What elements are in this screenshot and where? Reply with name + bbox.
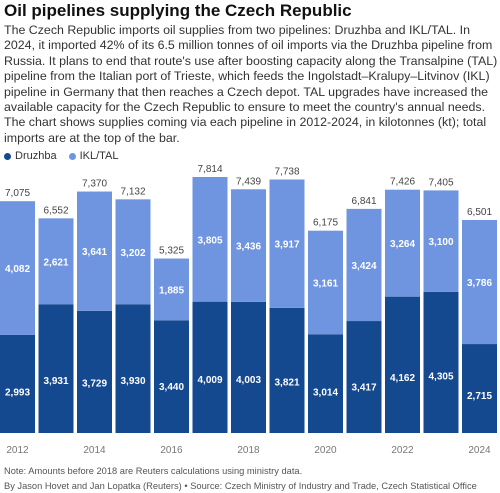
value-label-ikl-tal-2012: 4,082 bbox=[5, 264, 30, 275]
legend-item-druzhba: Druzhba bbox=[4, 150, 57, 162]
legend-label-druzhba: Druzhba bbox=[15, 150, 57, 162]
value-label-ikl-tal-2024: 3,786 bbox=[467, 278, 492, 289]
value-label-ikl-tal-2022: 3,264 bbox=[390, 239, 415, 250]
x-tick-label-2014: 2014 bbox=[83, 445, 106, 456]
value-label-ikl-tal-2023: 3,100 bbox=[428, 237, 453, 248]
bar-druzhba-2015 bbox=[115, 304, 151, 433]
value-label-ikl-tal-2020: 3,161 bbox=[313, 278, 338, 289]
stacked-bar-chart: 2,993 4,082 7,075 3,931 2,621 6,552 3,729 3,641… bbox=[0, 165, 497, 456]
bar-ikl-tal-2023 bbox=[423, 190, 459, 292]
total-label-2019: 7,738 bbox=[274, 166, 299, 177]
bar-druzhba-2022 bbox=[385, 296, 420, 433]
value-label-ikl-tal-2019: 3,917 bbox=[274, 240, 299, 251]
bar-druzhba-2013 bbox=[38, 304, 74, 433]
value-label-ikl-tal-2021: 3,424 bbox=[351, 261, 376, 272]
value-label-druzhba-2022: 4,162 bbox=[390, 373, 415, 384]
bar-druzhba-2019 bbox=[269, 307, 305, 433]
bar-ikl-tal-2017 bbox=[192, 177, 228, 302]
bar-druzhba-2018 bbox=[231, 301, 266, 433]
total-label-2012: 7,075 bbox=[5, 188, 30, 199]
chart-note: Note: Amounts before 2018 are Reuters ca… bbox=[4, 466, 303, 476]
value-label-druzhba-2021: 3,417 bbox=[351, 382, 376, 393]
chart-title: Oil pipelines supplying the Czech Republ… bbox=[4, 1, 352, 20]
value-label-druzhba-2017: 4,009 bbox=[197, 375, 222, 386]
legend-label-ikl-tal: IKL/TAL bbox=[79, 150, 119, 162]
bar-druzhba-2014 bbox=[77, 310, 112, 433]
value-label-ikl-tal-2013: 2,621 bbox=[43, 257, 68, 268]
bar-druzhba-2023 bbox=[423, 291, 459, 433]
bar-druzhba-2021 bbox=[346, 321, 382, 433]
chart-credit: By Jason Hovet and Jan Lopatka (Reuters)… bbox=[4, 481, 477, 491]
value-label-druzhba-2020: 3,014 bbox=[313, 387, 338, 398]
legend-swatch-ikl-tal bbox=[68, 152, 76, 160]
value-label-druzhba-2012: 2,993 bbox=[5, 388, 30, 399]
x-tick-label-2016: 2016 bbox=[160, 445, 183, 456]
value-label-ikl-tal-2018: 3,436 bbox=[236, 242, 261, 253]
x-tick-label-2018: 2018 bbox=[237, 445, 260, 456]
legend-item-ikl-tal: IKL/TAL bbox=[68, 150, 119, 162]
value-label-ikl-tal-2016: 1,885 bbox=[159, 285, 184, 296]
bar-ikl-tal-2021 bbox=[346, 208, 382, 322]
value-label-druzhba-2018: 4,003 bbox=[236, 375, 261, 386]
bar-druzhba-2020 bbox=[308, 334, 343, 433]
bar-ikl-tal-2016 bbox=[154, 258, 189, 321]
total-label-2014: 7,370 bbox=[82, 179, 107, 190]
total-label-2015: 7,132 bbox=[120, 186, 145, 197]
bar-ikl-tal-2012 bbox=[0, 201, 35, 335]
legend: Druzhba IKL/TAL bbox=[4, 149, 131, 163]
total-label-2022: 7,426 bbox=[390, 177, 415, 188]
bar-ikl-tal-2022 bbox=[385, 189, 420, 297]
value-label-ikl-tal-2015: 3,202 bbox=[120, 248, 145, 259]
bar-ikl-tal-2019 bbox=[269, 179, 305, 308]
total-label-2017: 7,814 bbox=[197, 165, 222, 175]
value-label-ikl-tal-2017: 3,805 bbox=[197, 235, 222, 246]
bar-ikl-tal-2018 bbox=[231, 189, 266, 302]
total-label-2023: 7,405 bbox=[428, 177, 453, 188]
x-tick-label-2022: 2022 bbox=[391, 445, 414, 456]
bar-ikl-tal-2020 bbox=[308, 230, 343, 335]
total-label-2021: 6,841 bbox=[351, 196, 376, 207]
total-label-2020: 6,175 bbox=[313, 218, 338, 229]
legend-swatch-druzhba bbox=[4, 152, 11, 160]
bar-druzhba-2024 bbox=[462, 344, 497, 433]
x-tick-label-2024: 2024 bbox=[468, 445, 491, 456]
value-label-druzhba-2015: 3,930 bbox=[120, 376, 145, 387]
bar-druzhba-2012 bbox=[0, 334, 35, 433]
bar-ikl-tal-2014 bbox=[77, 191, 112, 311]
bar-ikl-tal-2015 bbox=[115, 199, 151, 305]
total-label-2016: 5,325 bbox=[159, 246, 184, 257]
chart-description: The Czech Republic imports oil supplies … bbox=[4, 23, 498, 145]
value-label-druzhba-2023: 4,305 bbox=[428, 371, 453, 382]
bar-druzhba-2016 bbox=[154, 320, 189, 433]
bar-ikl-tal-2013 bbox=[38, 218, 74, 305]
value-label-ikl-tal-2014: 3,641 bbox=[82, 247, 107, 258]
bar-druzhba-2017 bbox=[192, 301, 228, 433]
x-tick-label-2020: 2020 bbox=[314, 445, 337, 456]
bar-ikl-tal-2024 bbox=[462, 220, 497, 345]
total-label-2018: 7,439 bbox=[236, 176, 261, 187]
value-label-druzhba-2019: 3,821 bbox=[274, 377, 299, 388]
total-label-2013: 6,552 bbox=[43, 205, 68, 216]
x-tick-label-2012: 2012 bbox=[6, 445, 29, 456]
value-label-druzhba-2013: 3,931 bbox=[43, 376, 68, 387]
total-label-2024: 6,501 bbox=[467, 207, 492, 218]
value-label-druzhba-2016: 3,440 bbox=[159, 382, 184, 393]
value-label-druzhba-2024: 2,715 bbox=[467, 391, 492, 402]
value-label-druzhba-2014: 3,729 bbox=[82, 379, 107, 390]
